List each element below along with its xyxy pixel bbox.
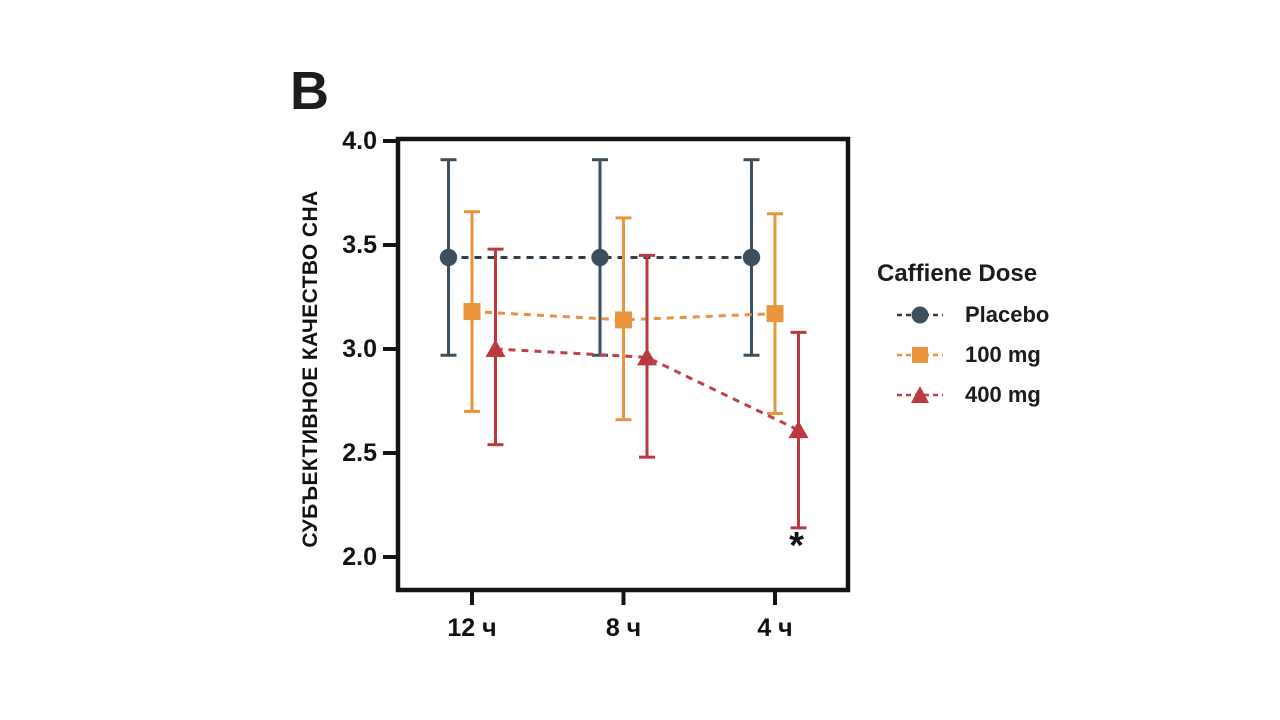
data-point-circle: [742, 248, 761, 267]
data-point-square: [463, 303, 481, 321]
legend-items: Placebo 100 mg 400 mg: [877, 302, 1049, 408]
y-tick-label: 3.5: [342, 231, 377, 259]
data-point-circle: [591, 248, 609, 267]
legend-title: Caffiene Dose: [877, 260, 1038, 287]
data-point-triangle: [788, 420, 809, 439]
data-point-square: [615, 311, 632, 329]
y-tick-label: 2.0: [342, 543, 377, 571]
legend-item-label: 100 mg: [965, 342, 1041, 367]
series-line-square: [471, 310, 776, 322]
legend-item: 400 mg: [877, 382, 1049, 408]
plot-frame: [395, 136, 851, 593]
legend-item: Placebo: [877, 302, 1049, 328]
panel-label: B: [290, 61, 329, 121]
data-point-circle: [439, 248, 458, 267]
data-point-triangle: [637, 347, 657, 366]
legend: Caffiene Dose Placebo 100 mg 400 mg: [877, 260, 1049, 408]
triangle-marker-icon: [897, 386, 943, 403]
y-tick-label: 4.0: [342, 127, 377, 155]
legend-item-label: 400 mg: [965, 382, 1041, 407]
x-tick-label: 8 ч: [606, 614, 641, 642]
x-tick-label: 12 ч: [447, 614, 496, 642]
x-tick-label: 4 ч: [757, 614, 792, 642]
significance-asterisk: *: [789, 525, 804, 567]
legend-item: 100 mg: [877, 342, 1049, 368]
legend-item-label: Placebo: [965, 302, 1050, 327]
square-marker-icon: [897, 347, 943, 363]
data-point-square: [766, 305, 784, 323]
circle-marker-icon: [897, 306, 943, 324]
y-tick-label: 2.5: [342, 439, 377, 467]
data-point-triangle: [485, 339, 506, 357]
series-line-triangle: [495, 347, 800, 432]
y-tick-label: 3.0: [342, 335, 377, 363]
